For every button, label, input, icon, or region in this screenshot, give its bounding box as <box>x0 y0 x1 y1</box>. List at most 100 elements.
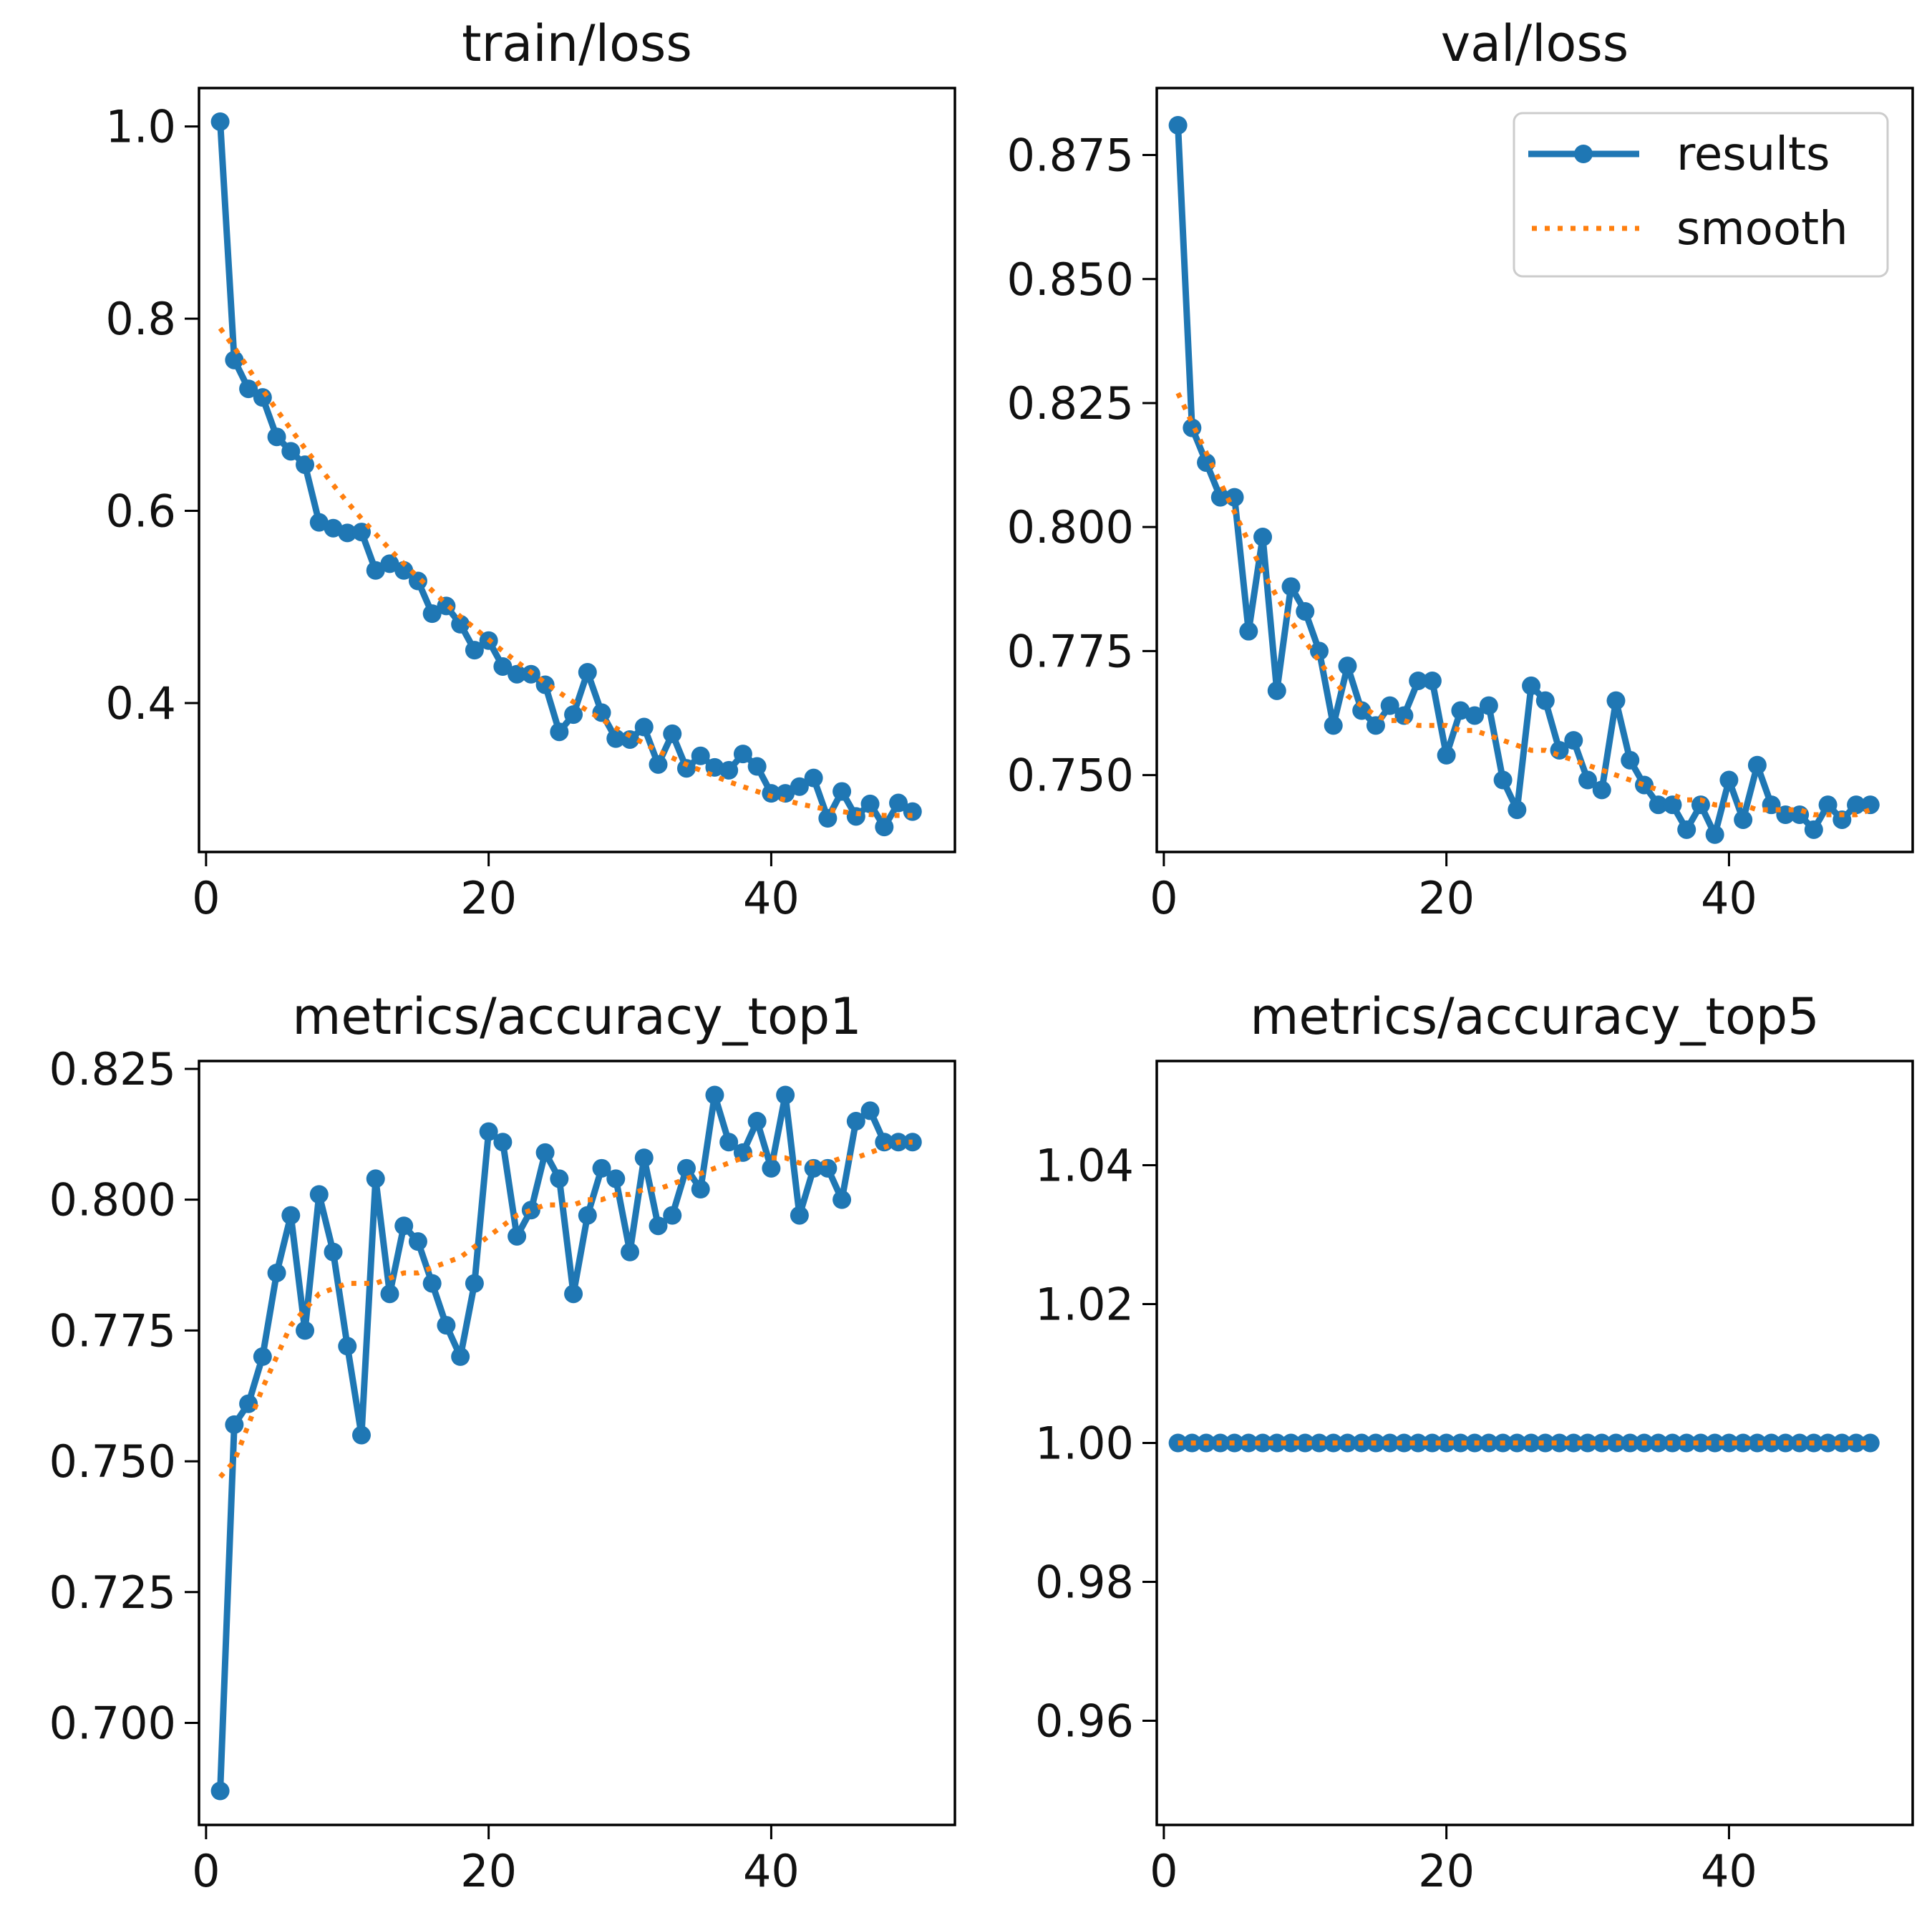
x-tick-label: 0 <box>192 872 220 924</box>
data-point-results <box>621 730 640 749</box>
data-point-results <box>1747 755 1767 775</box>
plot-frame <box>1155 1060 1914 1826</box>
data-point-results <box>309 513 329 532</box>
data-point-results <box>1860 1433 1880 1453</box>
data-point-results <box>1833 1433 1852 1453</box>
data-point-results <box>1818 1433 1838 1453</box>
data-point-results <box>762 784 781 803</box>
data-point-results <box>1281 1433 1301 1453</box>
data-point-results <box>253 388 272 407</box>
data-point-results <box>846 1112 865 1131</box>
chart-title: metrics/accuracy_top5 <box>1250 987 1820 1046</box>
data-point-results <box>578 1206 597 1225</box>
data-point-results <box>634 717 654 737</box>
data-point-results <box>338 1337 357 1356</box>
data-point-results <box>296 1321 315 1340</box>
data-point-results <box>903 802 922 821</box>
data-point-results <box>1281 577 1301 596</box>
data-point-results <box>663 1206 682 1225</box>
y-tick-label: 0.6 <box>105 485 176 538</box>
data-point-results <box>1747 1433 1767 1453</box>
x-tick-label: 0 <box>1150 872 1178 924</box>
data-point-results <box>634 1148 654 1168</box>
x-tick-label: 40 <box>743 1845 800 1897</box>
data-point-results <box>1451 1433 1470 1453</box>
y-tick-label: 0.4 <box>105 677 176 730</box>
data-point-results <box>253 1347 272 1366</box>
data-point-results <box>1818 795 1838 815</box>
data-point-results <box>564 1284 583 1304</box>
data-point-results <box>1493 770 1513 790</box>
series-line-smooth <box>1175 392 1871 818</box>
data-point-results <box>1183 418 1202 437</box>
data-point-results <box>606 1169 626 1188</box>
data-point-results <box>818 1158 838 1178</box>
data-point-results <box>676 759 696 778</box>
data-point-results <box>1479 696 1498 715</box>
data-point-results <box>451 614 470 634</box>
data-point-results <box>1592 1433 1611 1453</box>
series-line-results <box>217 1092 913 1791</box>
data-point-results <box>437 1316 456 1335</box>
data-point-results <box>465 641 484 660</box>
data-point-results <box>493 657 513 676</box>
data-point-results <box>1564 731 1583 750</box>
data-point-results <box>1324 716 1343 735</box>
data-point-results <box>1239 621 1258 641</box>
data-point-results <box>1422 671 1442 690</box>
data-point-results <box>394 1216 414 1236</box>
data-point-results <box>1705 825 1724 844</box>
data-point-results <box>719 1133 739 1152</box>
y-tick-label: 0.750 <box>49 1435 177 1488</box>
data-point-results <box>479 1122 498 1141</box>
data-point-results <box>776 1085 795 1105</box>
data-point-results <box>1366 716 1385 735</box>
data-point-results <box>606 729 626 748</box>
data-point-results <box>1168 115 1188 135</box>
subplot-1: train/loss 0.4 0.6 0.8 1.0 0 20 40 <box>105 14 956 924</box>
data-point-results <box>394 561 414 580</box>
data-point-results <box>1380 1433 1399 1453</box>
data-point-results <box>380 554 399 573</box>
data-point-results <box>691 1180 710 1199</box>
data-point-results <box>1634 775 1654 795</box>
y-tick-label: 0.98 <box>1035 1556 1134 1609</box>
data-point-results <box>210 112 230 131</box>
legend: results smooth <box>1513 112 1889 278</box>
x-tick-label: 20 <box>460 872 517 924</box>
data-point-results <box>1535 691 1555 710</box>
plot-frame <box>1155 87 1914 853</box>
data-point-results <box>225 1415 244 1434</box>
data-point-results <box>1677 1433 1696 1453</box>
x-tick-label: 20 <box>1418 872 1475 924</box>
data-point-results <box>762 1158 781 1178</box>
data-point-results <box>621 1242 640 1261</box>
data-point-results <box>649 755 668 774</box>
data-point-results <box>1225 488 1244 507</box>
data-point-results <box>1705 1433 1724 1453</box>
data-point-results <box>1550 1433 1569 1453</box>
data-point-results <box>564 705 583 725</box>
y-tick-label: 0.800 <box>1007 501 1135 553</box>
data-point-results <box>804 1158 823 1178</box>
data-point-results <box>267 1263 286 1282</box>
data-point-results <box>1465 706 1485 725</box>
data-point-results <box>818 809 838 828</box>
data-point-results <box>1847 795 1866 815</box>
data-point-results <box>649 1216 668 1236</box>
data-point-results <box>733 745 752 764</box>
data-point-results <box>1677 820 1696 839</box>
series-line-smooth <box>218 326 913 818</box>
legend-label-smooth: smooth <box>1676 203 1848 256</box>
y-tick-label: 0.725 <box>49 1566 177 1619</box>
data-point-results <box>1734 1433 1753 1453</box>
chart-title: metrics/accuracy_top1 <box>292 987 862 1046</box>
data-point-results <box>225 350 244 369</box>
x-tick-label: 0 <box>1150 1845 1178 1897</box>
data-point-results <box>860 1101 880 1120</box>
data-point-results <box>1719 1433 1739 1453</box>
data-point-results <box>889 793 908 813</box>
data-point-results <box>1649 795 1668 815</box>
y-tick-label: 0.875 <box>1007 130 1135 182</box>
x-tick-label: 40 <box>1701 1845 1757 1897</box>
